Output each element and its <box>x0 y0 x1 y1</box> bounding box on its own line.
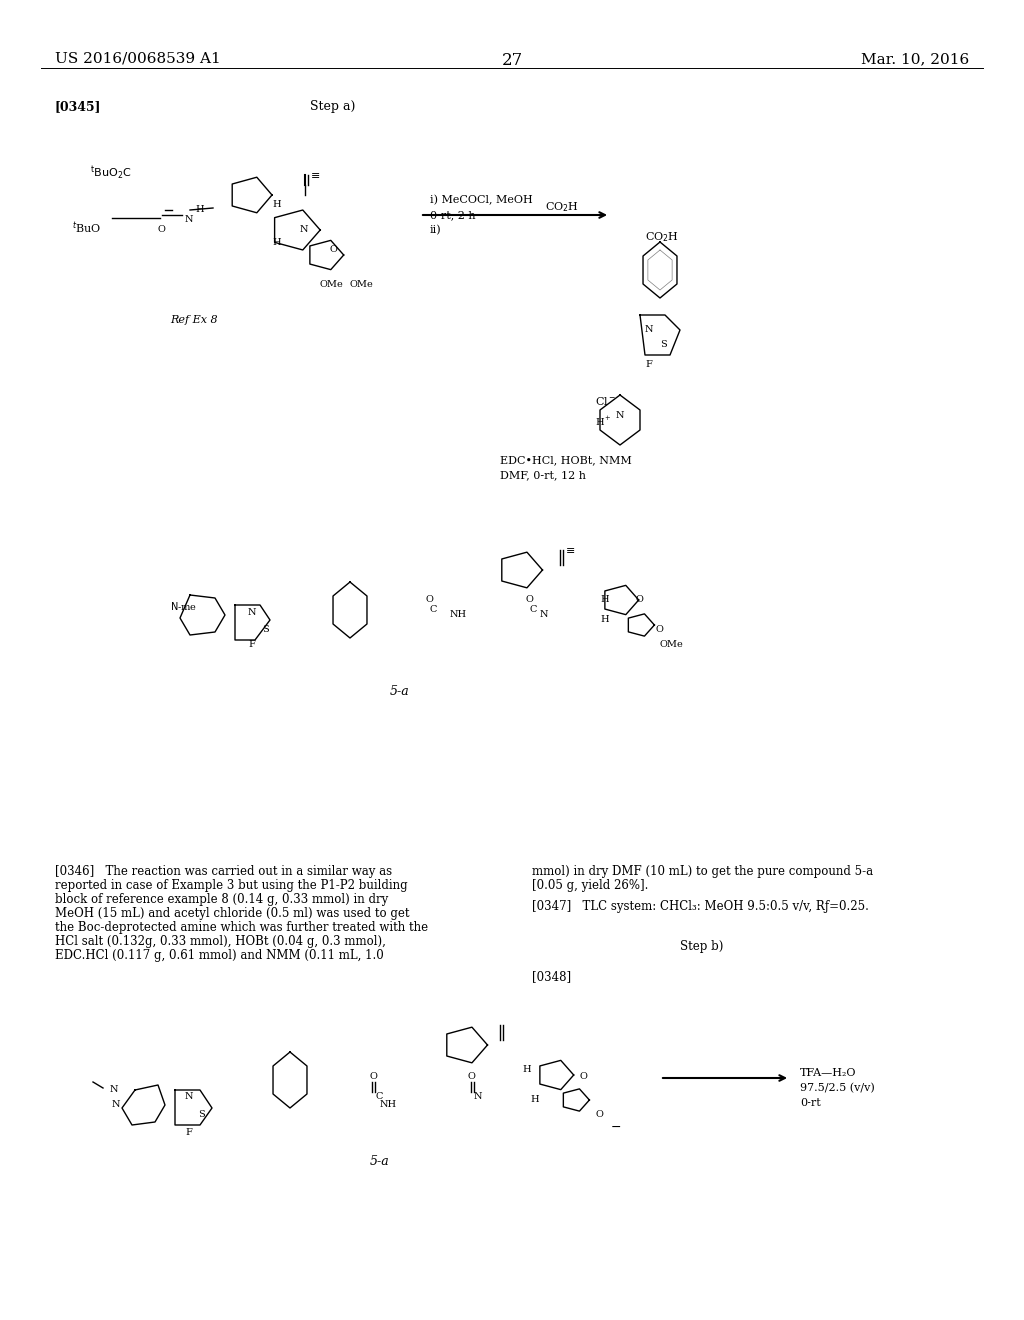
Text: H: H <box>272 201 281 209</box>
Text: N: N <box>474 1092 482 1101</box>
Text: [0345]: [0345] <box>55 100 101 114</box>
Text: US 2016/0068539 A1: US 2016/0068539 A1 <box>55 51 221 66</box>
Text: F: F <box>185 1129 191 1137</box>
Text: F: F <box>248 640 255 649</box>
Text: O: O <box>330 246 338 253</box>
Text: O: O <box>655 624 663 634</box>
Text: Step b): Step b) <box>680 940 723 953</box>
Text: 0-rt, 2 h: 0-rt, 2 h <box>430 210 475 220</box>
Text: 5-a: 5-a <box>370 1155 390 1168</box>
Text: mmol) in dry DMF (10 mL) to get the pure compound 5-a: mmol) in dry DMF (10 mL) to get the pure… <box>532 865 873 878</box>
Text: O: O <box>580 1072 588 1081</box>
Text: $^t$BuO: $^t$BuO <box>72 220 101 235</box>
Text: reported in case of Example 3 but using the P1-P2 building: reported in case of Example 3 but using … <box>55 879 408 892</box>
Text: DMF, 0-rt, 12 h: DMF, 0-rt, 12 h <box>500 470 586 480</box>
Text: H: H <box>600 615 608 624</box>
Text: 97.5/2.5 (v/v): 97.5/2.5 (v/v) <box>800 1082 874 1093</box>
Text: H$^+$: H$^+$ <box>595 414 611 428</box>
Text: NH: NH <box>380 1100 397 1109</box>
Text: [0348]: [0348] <box>532 970 571 983</box>
Text: N: N <box>300 224 308 234</box>
Text: H: H <box>522 1065 530 1074</box>
Text: O: O <box>635 595 643 605</box>
Text: O: O <box>595 1110 603 1119</box>
Text: the Boc-deprotected amine which was further treated with the: the Boc-deprotected amine which was furt… <box>55 921 428 935</box>
Text: O: O <box>525 595 532 605</box>
Text: N: N <box>248 609 256 616</box>
Text: Step a): Step a) <box>310 100 355 114</box>
Text: CO$_2$H: CO$_2$H <box>645 230 679 244</box>
Text: TFA—H₂O: TFA—H₂O <box>800 1068 856 1078</box>
Text: O: O <box>370 1072 378 1081</box>
Text: H: H <box>600 595 608 605</box>
Text: $\rm N$-me: $\rm N$-me <box>170 601 197 612</box>
Text: HCl salt (0.132g, 0.33 mmol), HOBt (0.04 g, 0.3 mmol),: HCl salt (0.132g, 0.33 mmol), HOBt (0.04… <box>55 935 386 948</box>
Text: H: H <box>530 1096 539 1104</box>
Text: O: O <box>425 595 433 605</box>
Text: O: O <box>158 224 166 234</box>
Text: 27: 27 <box>502 51 522 69</box>
Text: ii): ii) <box>430 224 441 235</box>
Text: N: N <box>615 411 625 420</box>
Text: 5-a: 5-a <box>390 685 410 698</box>
Text: i) MeCOCl, MeOH: i) MeCOCl, MeOH <box>430 195 532 206</box>
Text: O: O <box>468 1072 476 1081</box>
Text: N: N <box>110 1085 119 1094</box>
Text: $\equiv$: $\equiv$ <box>308 170 321 180</box>
Text: H: H <box>272 238 281 247</box>
Text: MeOH (15 mL) and acetyl chloride (0.5 ml) was used to get: MeOH (15 mL) and acetyl chloride (0.5 ml… <box>55 907 410 920</box>
Text: C: C <box>530 605 538 614</box>
Text: N: N <box>185 215 194 224</box>
Text: NH: NH <box>450 610 467 619</box>
Text: CO$_2$H: CO$_2$H <box>545 201 579 214</box>
Text: [0.05 g, yield 26%].: [0.05 g, yield 26%]. <box>532 879 648 892</box>
Text: N: N <box>112 1100 121 1109</box>
Text: block of reference example 8 (0.14 g, 0.33 mmol) in dry: block of reference example 8 (0.14 g, 0.… <box>55 894 388 906</box>
Text: EDC•HCl, HOBt, NMM: EDC•HCl, HOBt, NMM <box>500 455 632 465</box>
Text: F: F <box>645 360 652 370</box>
Text: 0-rt: 0-rt <box>800 1098 821 1107</box>
Text: N: N <box>540 610 549 619</box>
Text: C: C <box>375 1092 382 1101</box>
Text: C: C <box>430 605 437 614</box>
Text: S: S <box>262 624 268 634</box>
Text: OMe: OMe <box>319 280 344 289</box>
Text: S: S <box>660 341 667 348</box>
Text: EDC.HCl (0.117 g, 0.61 mmol) and NMM (0.11 mL, 1.0: EDC.HCl (0.117 g, 0.61 mmol) and NMM (0.… <box>55 949 384 962</box>
Text: S: S <box>198 1110 205 1119</box>
Text: Cl$^-$: Cl$^-$ <box>595 395 616 407</box>
Text: OMe: OMe <box>660 640 684 649</box>
Text: $\equiv$: $\equiv$ <box>563 545 575 554</box>
Text: OMe: OMe <box>350 280 374 289</box>
Text: Mar. 10, 2016: Mar. 10, 2016 <box>861 51 969 66</box>
Text: [0346]   The reaction was carried out in a similar way as: [0346] The reaction was carried out in a… <box>55 865 392 878</box>
Text: H: H <box>195 205 204 214</box>
Text: [0347]   TLC system: CHCl₃: MeOH 9.5:0.5 v/v, Rƒ=0.25.: [0347] TLC system: CHCl₃: MeOH 9.5:0.5 v… <box>532 900 869 913</box>
Text: $\rm ^t BuO_2C$: $\rm ^t BuO_2C$ <box>90 165 131 182</box>
Text: Ref Ex 8: Ref Ex 8 <box>170 315 218 325</box>
Text: N: N <box>185 1092 194 1101</box>
Text: $-$: $-$ <box>610 1119 622 1133</box>
Text: N: N <box>645 325 653 334</box>
